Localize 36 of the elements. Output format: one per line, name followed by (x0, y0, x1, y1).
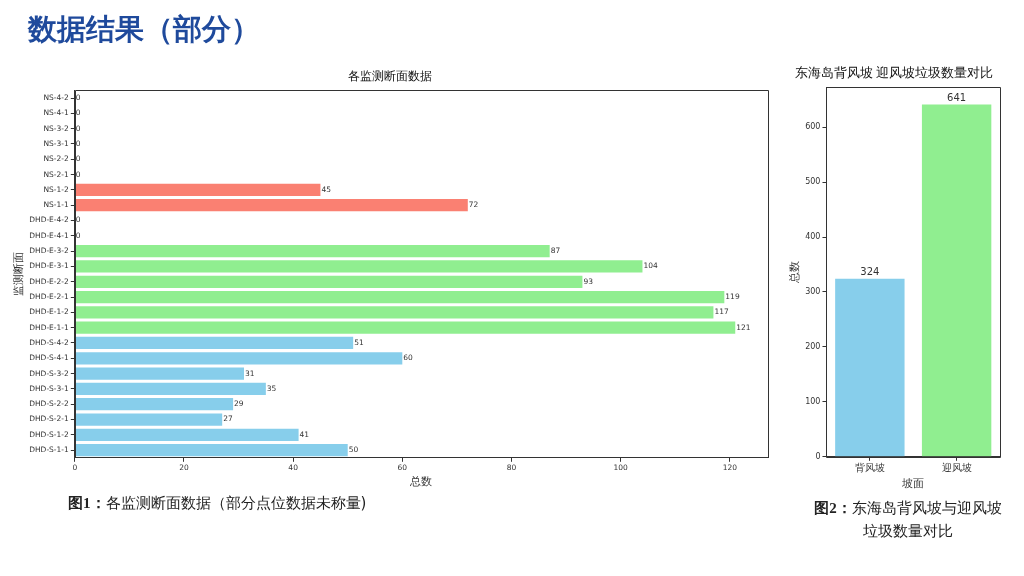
y-tick-label: 100 (805, 396, 821, 406)
bar (75, 336, 354, 350)
chart-title: 东海岛背风坡 迎风坡垃圾数量对比 (794, 64, 994, 80)
bar (75, 352, 403, 365)
bar (75, 275, 583, 288)
bar (75, 199, 468, 212)
caption: 图1：各监测断面数据（部分点位数据未称量) (68, 494, 367, 512)
bar (75, 245, 550, 258)
bar (75, 306, 714, 319)
data-label: 641 (947, 92, 967, 104)
y-tick-label: 300 (805, 287, 821, 297)
bar (75, 367, 245, 380)
y-axis-title: 监测断面 (12, 252, 26, 297)
text: 数据结果（部分） (28, 11, 260, 48)
x-tick-label: 背风坡 (854, 462, 885, 474)
x-axis-title: 坡面 (901, 477, 925, 491)
x-tick-label: 迎风坡 (941, 462, 972, 474)
bar (75, 183, 321, 197)
y-tick-label: 200 (805, 341, 821, 351)
y-tick-label: 0 (815, 451, 821, 461)
bar (75, 413, 223, 426)
y-tick-label: 500 (805, 177, 821, 187)
bar (75, 398, 234, 411)
x-axis-title: 总数 (409, 475, 433, 489)
data-label: 324 (860, 266, 880, 278)
bar (75, 444, 348, 457)
chart-title: 各监测断面数据 (348, 69, 432, 84)
y-tick-label: 400 (805, 232, 821, 242)
bar (75, 260, 643, 273)
bar (75, 428, 299, 441)
caption: 图2：东海岛背风坡与迎风坡垃圾数量对比 (814, 499, 1002, 540)
y-axis-title: 总数 (788, 260, 802, 284)
y-tick-label: 600 (805, 122, 821, 132)
bar (75, 321, 736, 334)
bar (75, 290, 725, 304)
bar (75, 382, 266, 396)
